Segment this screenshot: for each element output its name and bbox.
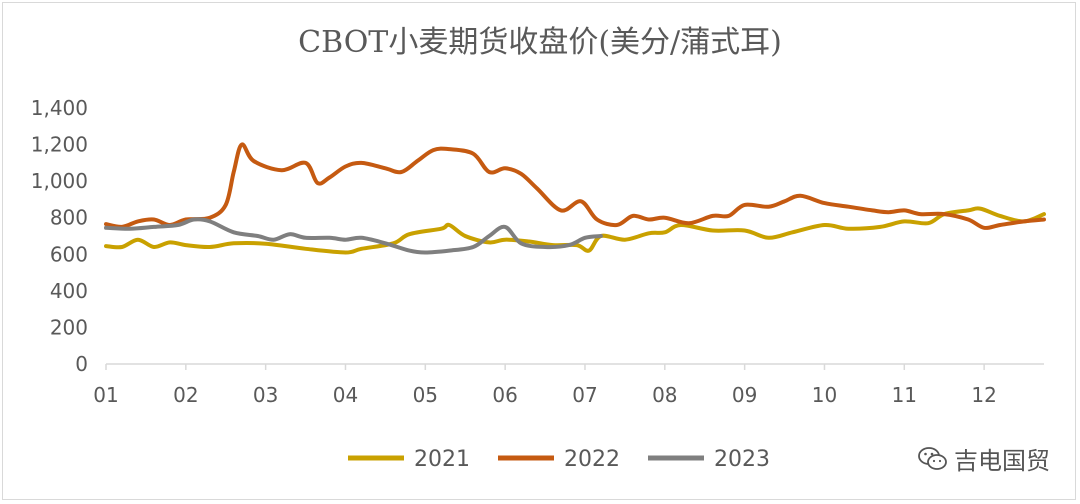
y-tick-label: 1,400 [31,96,88,120]
y-axis: 0 200 400 600 800 1,000 1,200 1,400 [31,96,88,376]
legend: 2021 2022 2023 [348,447,770,472]
wechat-icon [918,446,947,470]
x-tick-label: 02 [173,383,198,407]
x-tick-label: 12 [971,383,996,407]
x-tick-label: 11 [892,383,917,407]
series-line-2021 [104,206,1046,255]
legend-label-2021: 2021 [414,447,470,472]
y-tick-label: 1,000 [31,169,88,193]
series-line-2022 [104,142,1046,230]
y-tick-label: 1,200 [31,133,88,157]
series-line-2023 [104,217,603,255]
y-tick-label: 800 [50,206,88,230]
legend-label-2023: 2023 [714,447,770,472]
x-tick-label: 06 [492,383,517,407]
watermark-text: 吉电国贸 [954,447,1050,475]
y-tick-label: 600 [50,242,88,266]
y-tick-label: 0 [75,352,88,376]
y-tick-label: 200 [50,315,88,339]
x-tick-label: 05 [413,383,438,407]
x-axis: 01 02 03 04 05 06 07 08 09 10 11 12 [93,363,1044,407]
x-tick-label: 04 [333,383,358,407]
y-tick-label: 400 [50,279,88,303]
x-tick-label: 08 [652,383,677,407]
legend-label-2022: 2022 [564,447,620,472]
x-tick-label: 09 [732,383,757,407]
x-tick-label: 10 [812,383,837,407]
chart-title: CBOT小麦期货收盘价(美分/蒲式耳) [298,25,782,60]
x-tick-label: 01 [93,383,118,407]
series-lines [104,142,1046,255]
x-tick-label: 07 [572,383,597,407]
watermark: 吉电国贸 [918,441,1050,476]
x-tick-label: 03 [253,383,278,407]
